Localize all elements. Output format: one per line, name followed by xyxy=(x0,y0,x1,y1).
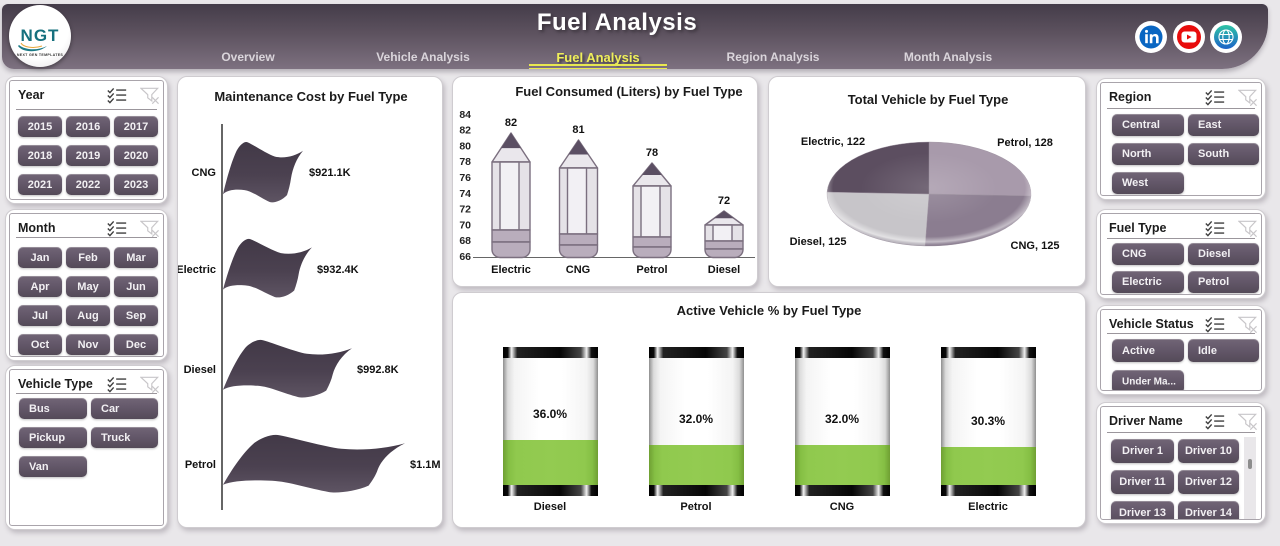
svg-text:70: 70 xyxy=(459,219,471,231)
svg-text:CNG: CNG xyxy=(566,264,590,276)
svg-text:Diesel, 125: Diesel, 125 xyxy=(790,236,847,248)
svg-text:Electric: Electric xyxy=(491,264,531,276)
svg-text:84: 84 xyxy=(459,109,471,121)
svg-text:Petrol: Petrol xyxy=(636,264,667,276)
svg-text:76: 76 xyxy=(459,172,471,184)
svg-text:$992.8K: $992.8K xyxy=(357,364,399,376)
svg-text:$1.1M: $1.1M xyxy=(410,459,441,471)
svg-text:NGT: NGT xyxy=(21,26,60,45)
svg-text:74: 74 xyxy=(459,188,471,200)
svg-text:Total Vehicle by Fuel Type: Total Vehicle by Fuel Type xyxy=(848,92,1009,107)
svg-text:78: 78 xyxy=(459,156,471,168)
svg-text:Diesel: Diesel xyxy=(184,364,216,376)
svg-text:$932.4K: $932.4K xyxy=(317,264,359,276)
svg-text:72: 72 xyxy=(459,204,471,216)
svg-text:Electric: Electric xyxy=(178,264,216,276)
svg-text:72: 72 xyxy=(718,195,730,207)
svg-text:Electric, 122: Electric, 122 xyxy=(801,136,865,148)
svg-text:81: 81 xyxy=(572,124,584,136)
svg-text:68: 68 xyxy=(459,235,471,247)
svg-text:$921.1K: $921.1K xyxy=(309,167,351,179)
svg-text:Diesel: Diesel xyxy=(708,264,740,276)
svg-text:82: 82 xyxy=(505,117,517,129)
svg-text:80: 80 xyxy=(459,140,471,152)
svg-text:Maintenance Cost by Fuel Type: Maintenance Cost by Fuel Type xyxy=(214,89,407,104)
svg-text:Petrol, 128: Petrol, 128 xyxy=(997,137,1053,149)
svg-text:Fuel Consumed (Liters) by Fuel: Fuel Consumed (Liters) by Fuel Type xyxy=(515,84,742,99)
svg-text:CNG: CNG xyxy=(192,167,216,179)
svg-text:78: 78 xyxy=(646,147,658,159)
svg-text:Petrol: Petrol xyxy=(185,459,216,471)
svg-text:CNG, 125: CNG, 125 xyxy=(1011,240,1060,252)
svg-text:82: 82 xyxy=(459,125,471,137)
svg-text:66: 66 xyxy=(459,251,471,263)
svg-text:NEXT GEN TEMPLATES: NEXT GEN TEMPLATES xyxy=(17,53,64,57)
